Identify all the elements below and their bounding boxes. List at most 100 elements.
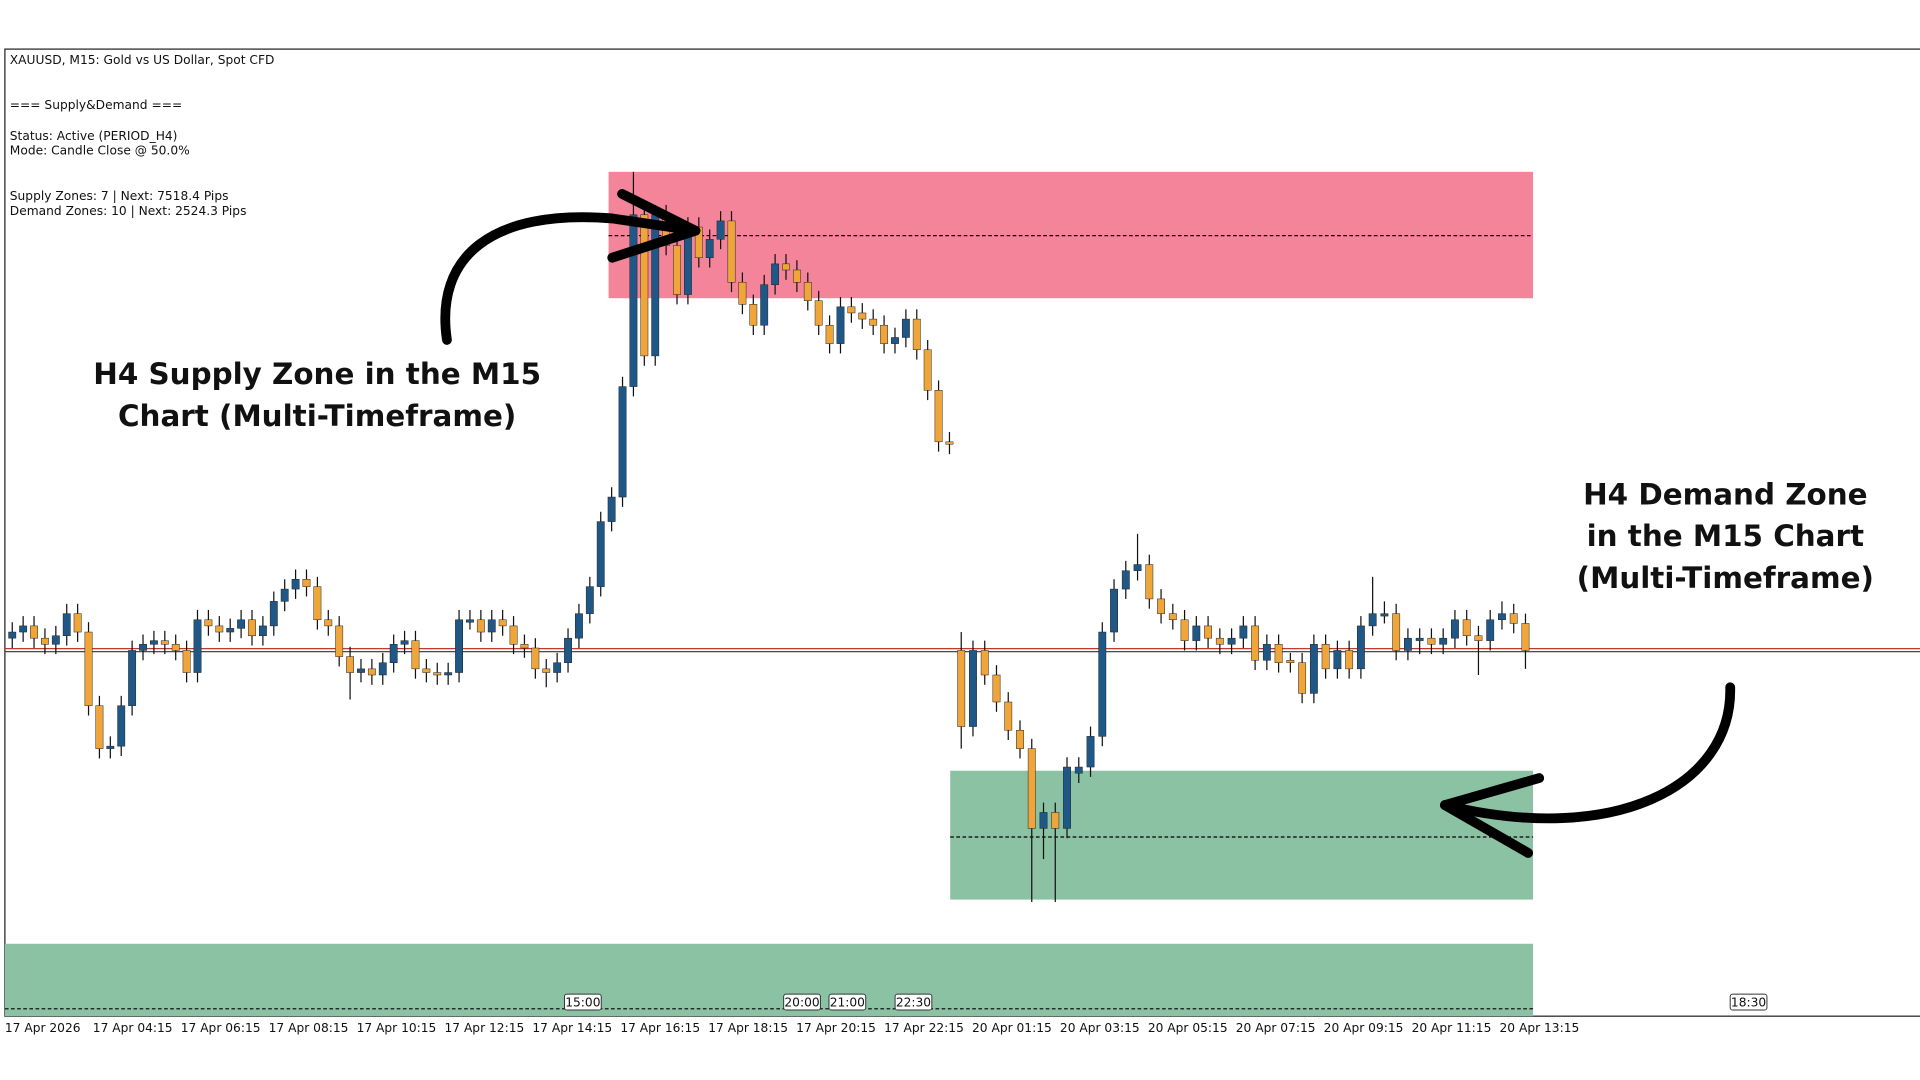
candle-body	[302, 579, 311, 587]
candle-body	[564, 637, 572, 663]
candle-body	[1157, 598, 1165, 614]
candle-body	[1498, 613, 1506, 621]
candle-body	[520, 644, 529, 649]
x-axis: 17 Apr 2026 17 Apr 04:15 17 Apr 06:15 17 Ap…	[5, 993, 1768, 1035]
candle-body	[814, 300, 823, 326]
candle-body	[455, 619, 463, 673]
candle-body	[498, 619, 507, 627]
candle-body	[891, 337, 899, 344]
candle-body	[1133, 564, 1142, 571]
candle-body	[400, 640, 409, 645]
candle-body	[73, 613, 82, 633]
candle-body	[139, 644, 147, 651]
candle-body	[553, 662, 562, 673]
candle-body	[901, 318, 910, 338]
candle-body	[1168, 613, 1177, 621]
candle-body	[727, 220, 736, 283]
time-marker: 15:00	[565, 995, 600, 1009]
candle-body	[847, 306, 856, 314]
candle-body	[509, 625, 518, 645]
x-tick-label: 17 Apr 06:15	[181, 1021, 261, 1035]
candle-body	[182, 650, 191, 673]
candle-body	[771, 263, 780, 285]
candle-body	[1274, 644, 1283, 663]
x-tick-label: 17 Apr 14:15	[532, 1021, 612, 1035]
candle-body	[531, 647, 540, 670]
candle-body	[106, 745, 115, 749]
annotation: H4 Demand Zone	[1583, 477, 1867, 511]
candle-body	[803, 282, 812, 301]
arrow	[1440, 682, 1736, 824]
candle-body	[738, 282, 747, 305]
x-tick-label: 20 Apr 13:15	[1500, 1021, 1580, 1035]
candles	[4, 171, 1920, 903]
candle-body	[444, 672, 453, 676]
candle-body	[1039, 812, 1048, 829]
time-marker: 20:00	[784, 995, 819, 1009]
x-tick-label: 17 Apr 2026	[5, 1021, 81, 1035]
candle-body	[640, 214, 649, 357]
candle-body	[30, 625, 38, 639]
candle-body	[825, 324, 834, 344]
candle-body	[433, 672, 442, 676]
candle-body	[1074, 766, 1083, 774]
candle-body	[1027, 748, 1036, 829]
candle-body	[1086, 736, 1095, 768]
time-marker-box	[894, 993, 933, 1011]
candle-body	[880, 324, 888, 344]
candle-body	[1368, 613, 1377, 627]
status: Status: Active (PERIOD_H4)	[10, 129, 178, 143]
candle-body	[749, 304, 758, 326]
candle-body	[980, 650, 989, 676]
candle-body	[258, 625, 267, 636]
candle-body	[934, 390, 943, 443]
candle-body	[466, 619, 474, 623]
candle-body	[858, 312, 867, 320]
x-tick-label: 17 Apr 20:15	[796, 1021, 876, 1035]
candle-body	[992, 674, 1001, 703]
candle-body	[1110, 588, 1118, 633]
candle-body	[1016, 729, 1024, 749]
candle-body	[1415, 637, 1424, 641]
x-tick-label: 17 Apr 16:15	[620, 1021, 700, 1035]
candle-body	[324, 619, 333, 627]
time-marker-box	[1729, 993, 1768, 1011]
x-tick-label: 20 Apr 01:15	[972, 1021, 1052, 1035]
candle-body	[782, 263, 790, 271]
candle-body	[1192, 625, 1201, 641]
x-tick-label: 17 Apr 04:15	[93, 1021, 173, 1035]
candle-body	[1215, 637, 1224, 645]
candle-body	[1204, 625, 1212, 639]
zones	[4, 171, 1534, 1017]
candle-body	[476, 619, 485, 633]
candle-body	[923, 349, 932, 391]
candle-body	[1227, 637, 1236, 645]
x-tick-label: 17 Apr 12:15	[444, 1021, 524, 1035]
annotation: (Multi-Timeframe)	[1577, 561, 1874, 595]
candle-body	[226, 628, 235, 633]
candle-body	[1251, 625, 1260, 661]
candle-body	[618, 386, 627, 498]
time-marker-box	[783, 993, 821, 1011]
candle-body	[1509, 613, 1518, 624]
candle-body	[389, 644, 398, 663]
candle-body	[575, 613, 583, 639]
candle-body	[1404, 637, 1412, 651]
zone	[950, 770, 1534, 900]
x-tick-label: 20 Apr 09:15	[1324, 1021, 1404, 1035]
candle-body	[1521, 623, 1530, 651]
candle-body	[1309, 644, 1318, 694]
candle-body	[542, 668, 551, 673]
candle-body	[411, 640, 420, 670]
candle-body	[1451, 619, 1459, 639]
candle-body	[792, 269, 801, 283]
candle-body	[1345, 650, 1354, 670]
time-marker-box	[828, 993, 867, 1011]
candle-body	[1427, 637, 1436, 645]
candle-body	[1333, 650, 1342, 670]
candle-body	[487, 619, 496, 633]
x-tick-label: 17 Apr 08:15	[269, 1021, 349, 1035]
x-tick-label: 17 Apr 10:15	[357, 1021, 437, 1035]
